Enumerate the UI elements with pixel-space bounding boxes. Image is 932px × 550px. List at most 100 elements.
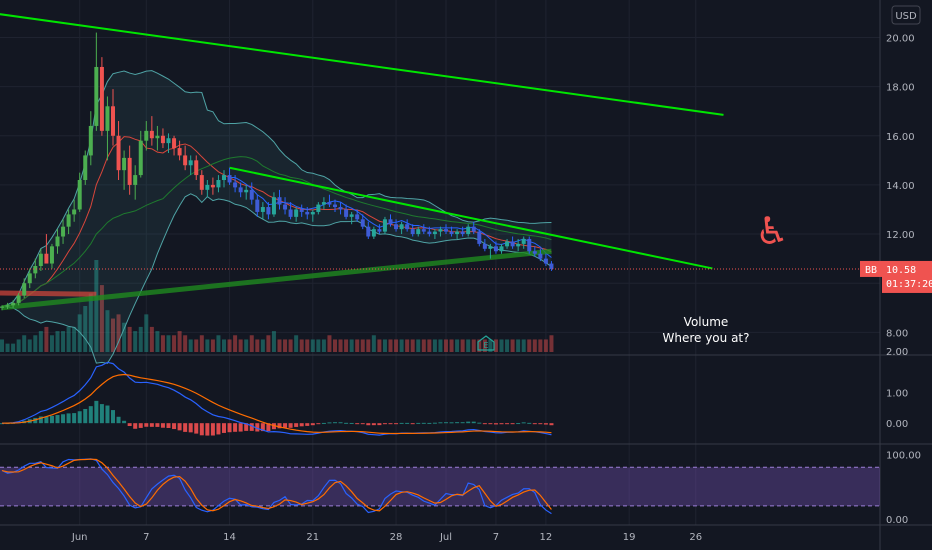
macd-histogram-bar bbox=[133, 423, 138, 429]
candle-body bbox=[127, 157, 132, 185]
volume-bar bbox=[377, 339, 382, 352]
candle-body bbox=[160, 135, 165, 144]
macd-histogram-bar bbox=[438, 422, 443, 424]
volume-bar bbox=[33, 335, 38, 352]
volume-bar bbox=[310, 339, 315, 352]
macd-histogram-bar bbox=[244, 423, 249, 431]
candle-body bbox=[377, 229, 382, 232]
macd-histogram-bar bbox=[233, 423, 238, 432]
candle-body bbox=[11, 302, 16, 306]
volume-bar bbox=[94, 260, 99, 352]
macd-histogram-bar bbox=[177, 423, 182, 431]
macd-histogram-bar bbox=[327, 422, 332, 424]
candle-body bbox=[72, 209, 77, 215]
volume-bar bbox=[444, 339, 448, 352]
macd-histogram-bar bbox=[166, 423, 171, 428]
volume-bar bbox=[233, 335, 238, 352]
macd-histogram-bar bbox=[149, 423, 154, 427]
candle-body bbox=[399, 224, 404, 230]
candle-body bbox=[421, 229, 426, 232]
macd-histogram-bar bbox=[194, 423, 199, 434]
macd-histogram-bar bbox=[371, 423, 376, 426]
macd-histogram-bar bbox=[499, 423, 504, 425]
macd-histogram-bar bbox=[543, 423, 548, 425]
volume-bar bbox=[410, 339, 415, 352]
candle-body bbox=[410, 229, 415, 235]
macd-histogram-bar bbox=[493, 423, 498, 425]
currency-label: USD bbox=[895, 11, 917, 22]
candle-body bbox=[432, 231, 437, 235]
candle-body bbox=[316, 204, 321, 212]
macd-histogram-bar bbox=[294, 423, 299, 427]
candle-body bbox=[61, 226, 66, 237]
stochastic-pane bbox=[1, 458, 552, 515]
volume-bar bbox=[244, 339, 249, 352]
macd-histogram-bar bbox=[455, 422, 460, 424]
candle-body bbox=[0, 306, 4, 308]
volume-bar bbox=[327, 335, 332, 352]
volume-bar bbox=[127, 326, 132, 352]
volume-bar bbox=[116, 314, 121, 352]
trendline bbox=[229, 166, 713, 270]
candle-body bbox=[16, 295, 21, 303]
countdown-label: 01:37:20 bbox=[886, 279, 932, 290]
candle-body bbox=[288, 209, 293, 217]
candle-body bbox=[188, 160, 193, 166]
bollinger-lower bbox=[1, 193, 552, 364]
price-tag-label: BB bbox=[865, 265, 877, 276]
candle-body bbox=[216, 180, 221, 188]
macd-histogram-bar bbox=[288, 423, 293, 428]
candle-body bbox=[233, 182, 238, 188]
candle-body bbox=[499, 246, 504, 252]
volume-bar bbox=[22, 335, 27, 352]
volume-bar bbox=[294, 335, 299, 352]
moving-average-fast bbox=[1, 136, 552, 308]
volume-bar bbox=[16, 339, 21, 352]
macd-histogram-bar bbox=[122, 420, 127, 424]
candle-body bbox=[382, 219, 387, 232]
price-tick-label: 16.00 bbox=[886, 132, 915, 143]
stochastic-tick-label: 0.00 bbox=[886, 515, 908, 526]
trendlines[interactable] bbox=[0, 13, 724, 311]
candle-body bbox=[543, 258, 548, 264]
stochastic-d-line bbox=[1, 458, 552, 512]
candle-body bbox=[460, 231, 465, 235]
macd-histogram-bar bbox=[427, 422, 432, 424]
x-tick-label: 14 bbox=[223, 532, 236, 543]
candle-body bbox=[199, 175, 204, 190]
candle-body bbox=[449, 231, 454, 235]
macd-histogram-bar bbox=[160, 423, 165, 428]
candle-body bbox=[488, 246, 493, 249]
volume-bar bbox=[371, 335, 376, 352]
macd-tick-label: 0.00 bbox=[886, 419, 908, 430]
macd-histogram-bar bbox=[144, 423, 149, 427]
macd-histogram-bar bbox=[255, 423, 260, 432]
earnings-marker-icon bbox=[477, 335, 495, 351]
candle-body bbox=[471, 226, 476, 232]
moving-averages bbox=[0, 136, 552, 308]
candle-body bbox=[527, 238, 532, 252]
volume-bar bbox=[360, 339, 365, 352]
candle-body bbox=[366, 226, 371, 237]
volume-bar bbox=[216, 335, 221, 352]
macd-histogram-bar bbox=[83, 408, 88, 424]
volume-bar bbox=[88, 293, 93, 352]
volume-bar bbox=[399, 339, 404, 352]
volume-bar bbox=[493, 339, 498, 352]
volume-bar bbox=[321, 339, 326, 352]
macd-histogram-bar bbox=[199, 423, 204, 436]
candle-body bbox=[94, 66, 99, 126]
price-tick-label: 8.00 bbox=[886, 328, 908, 339]
bollinger-upper bbox=[1, 70, 552, 308]
macd-histogram-bar bbox=[527, 422, 532, 424]
volume-bar bbox=[210, 339, 215, 352]
volume-bar bbox=[61, 331, 66, 352]
macd-histogram-bar bbox=[38, 416, 43, 424]
candle-body bbox=[355, 214, 360, 220]
candle-body bbox=[138, 140, 143, 176]
volume-bar bbox=[122, 322, 127, 352]
candle-body bbox=[194, 160, 199, 176]
volume-bar bbox=[194, 339, 199, 352]
volume-bar bbox=[510, 339, 515, 352]
